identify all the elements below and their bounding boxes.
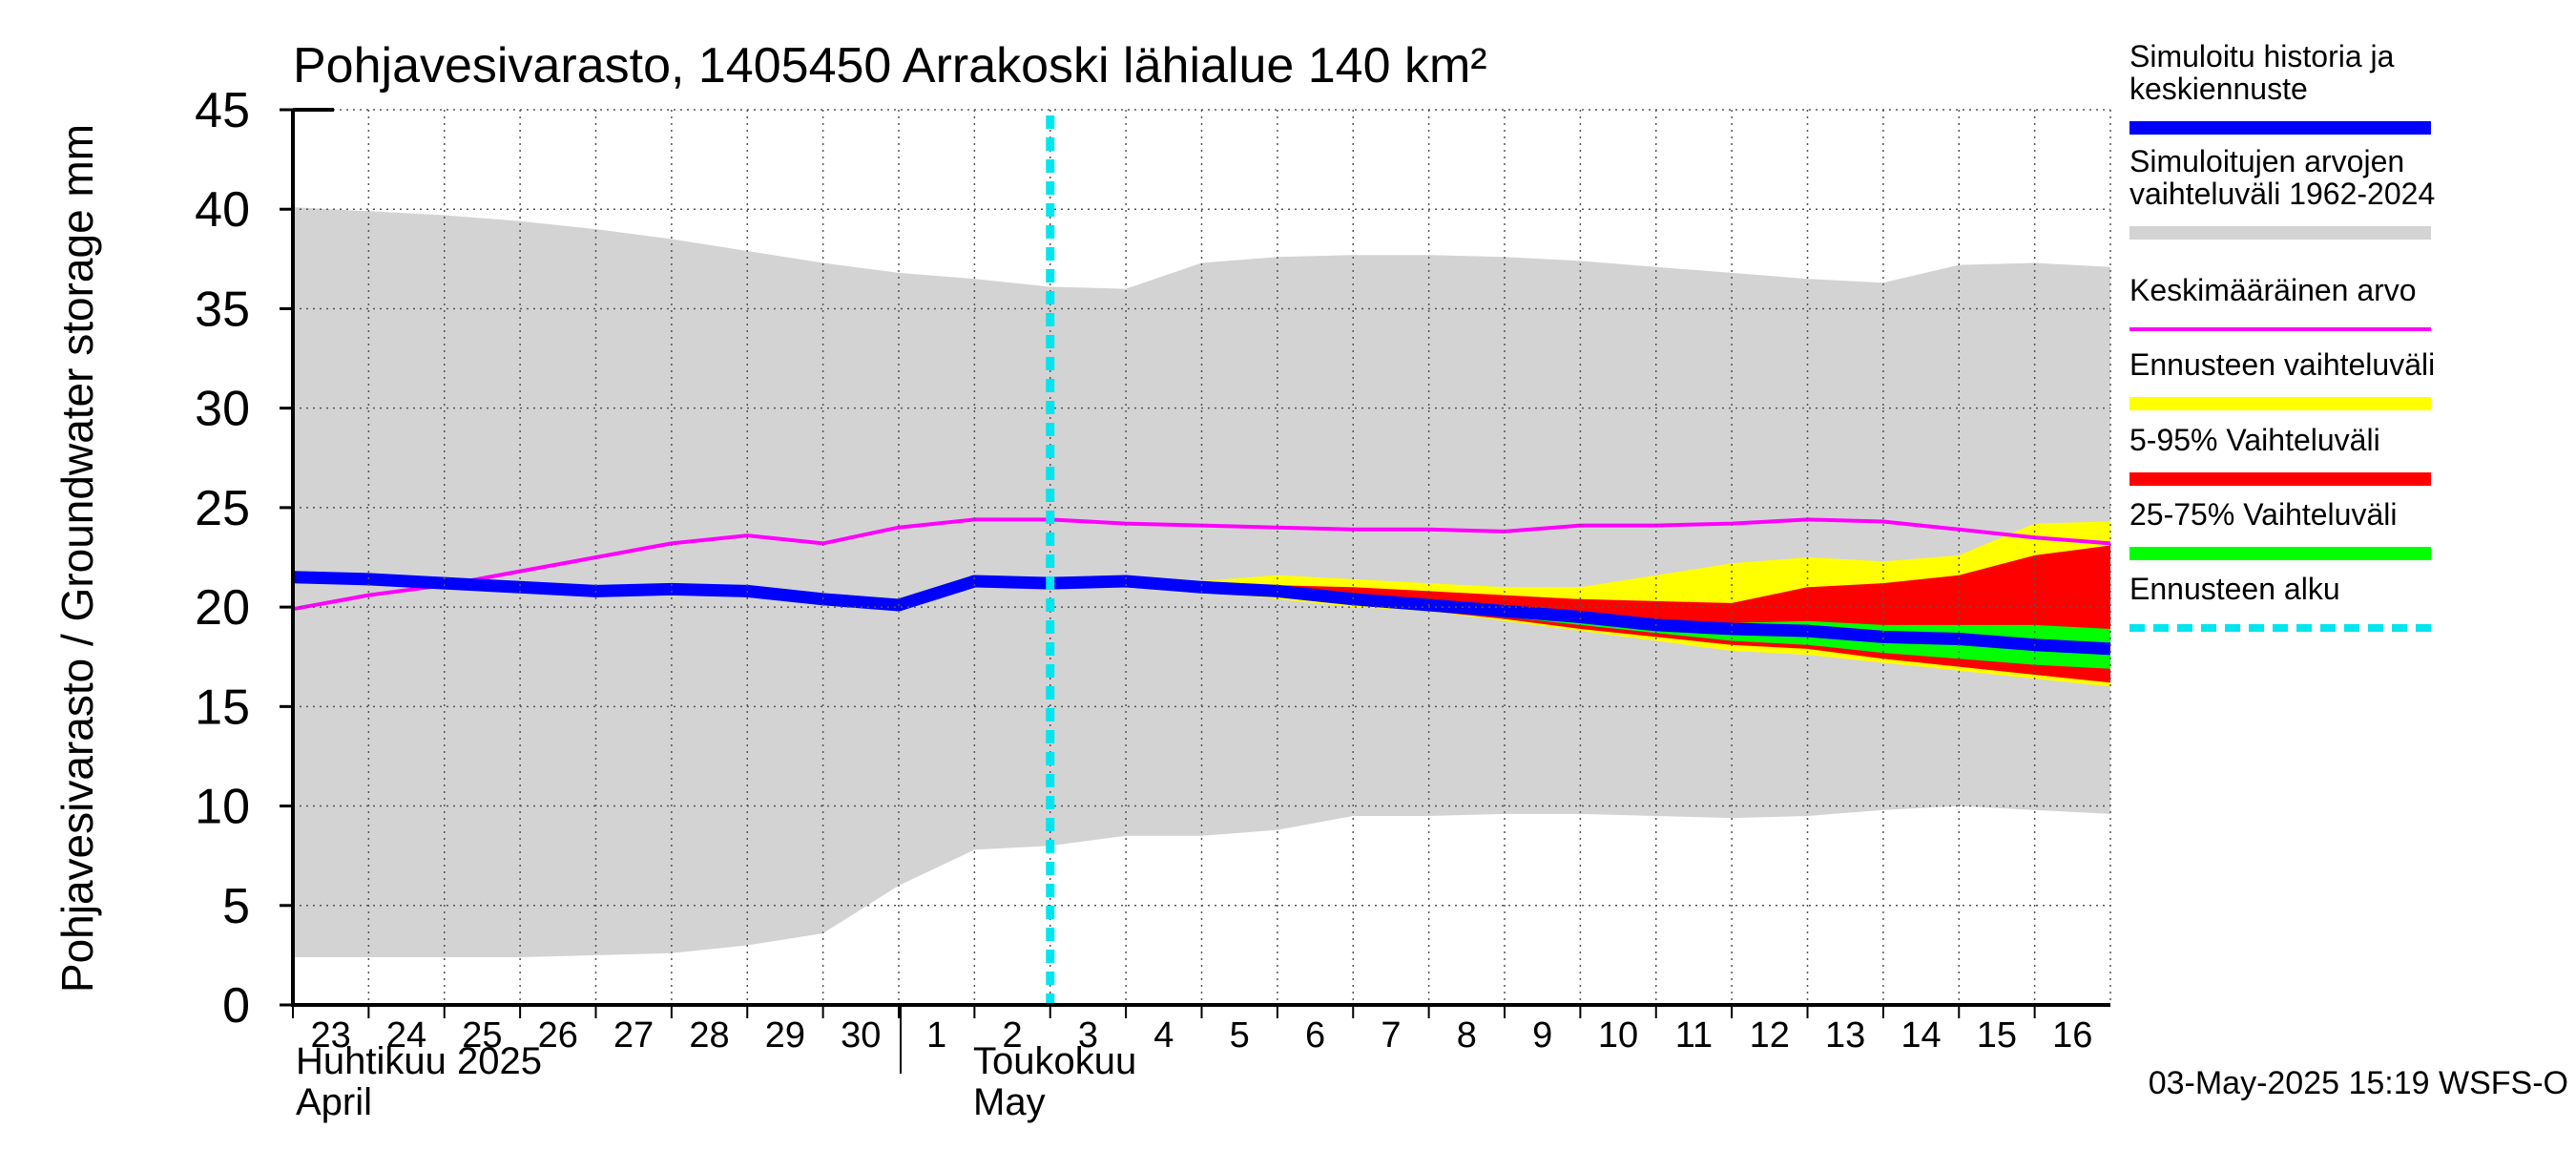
legend-label-5: 25-75% Vaihteluväli [2129, 497, 2397, 532]
x-tick-label: 26 [538, 1015, 578, 1056]
y-tick-label: 45 [195, 83, 250, 138]
x-tick-label: 2 [1002, 1015, 1022, 1056]
x-tick-label: 1 [926, 1015, 946, 1056]
y-axis-label: Pohjavesivarasto / Groundwater storage m… [52, 124, 102, 993]
x-tick-label: 29 [765, 1015, 805, 1056]
series-band-3 [1049, 583, 2110, 669]
x-tick-label: 4 [1153, 1015, 1174, 1056]
month-label-april-en: April [296, 1081, 372, 1123]
x-tick-label: 15 [1977, 1015, 2017, 1056]
legend-label-0: Simuloitu historia ja keskiennuste [2129, 39, 2395, 106]
legend-label-2: Keskimääräinen arvo [2129, 273, 2417, 307]
legend-label-3: Ennusteen vaihteluväli [2129, 347, 2435, 382]
month-label-may-en: May [973, 1081, 1046, 1123]
plot-area [292, 207, 2111, 958]
month-label-may-fi: Toukokuu [973, 1040, 1136, 1082]
y-tick-label: 20 [195, 580, 250, 636]
x-tick-label: 13 [1825, 1015, 1865, 1056]
chart-title: Pohjavesivarasto, 1405450 Arrakoski lähi… [293, 38, 1487, 94]
legend-label-6: Ennusteen alku [2129, 572, 2340, 606]
x-tick-label: 6 [1305, 1015, 1325, 1056]
x-tick-label: 8 [1457, 1015, 1477, 1056]
y-tick-label: 15 [195, 680, 250, 735]
x-tick-label: 5 [1230, 1015, 1250, 1056]
y-ticks: 0 5 10 15 20 25 30 35 40 45 [195, 83, 293, 1034]
x-tick-label: 7 [1381, 1015, 1401, 1056]
month-label-april-fi: Huhtikuu 2025 [296, 1040, 542, 1082]
timestamp: 03-May-2025 15:19 WSFS-O [2149, 1065, 2568, 1101]
x-tick-label: 3 [1078, 1015, 1098, 1056]
x-tick-label: 24 [386, 1015, 426, 1056]
y-tick-label: 35 [195, 282, 250, 337]
x-tick-label: 28 [689, 1015, 729, 1056]
x-tick-label: 11 [1675, 1015, 1713, 1056]
x-tick-label: 9 [1532, 1015, 1552, 1056]
legend: Simuloitu historia ja keskiennuste Simuloi… [2129, 39, 2435, 632]
x-tick-label: 27 [613, 1015, 654, 1056]
legend-label-4: 5-95% Vaihteluväli [2129, 423, 2380, 457]
x-tick-label: 10 [1598, 1015, 1638, 1056]
x-tick-label: 14 [1901, 1015, 1941, 1056]
y-tick-label: 30 [195, 382, 250, 437]
grid [293, 109, 2111, 1005]
x-tick-label: 25 [462, 1015, 502, 1056]
y-tick-label: 10 [195, 780, 250, 835]
x-tick-label: 23 [311, 1015, 351, 1056]
x-tick-label: 16 [2052, 1015, 2092, 1056]
x-ticks: 23 24 25 26 27 28 29 30 1 2 3 4 5 6 7 8 9 10 11 12 13 14 15 16 [292, 1005, 2092, 1056]
y-tick-label: 0 [222, 978, 250, 1034]
legend-label-1: Simuloitujen arvojen vaihteluväli 1962-20… [2129, 144, 2435, 211]
y-tick-label: 5 [222, 879, 250, 934]
x-tick-label: 12 [1750, 1015, 1790, 1056]
y-tick-label: 40 [195, 182, 250, 238]
y-tick-label: 25 [195, 481, 250, 536]
x-tick-label: 30 [841, 1015, 881, 1056]
